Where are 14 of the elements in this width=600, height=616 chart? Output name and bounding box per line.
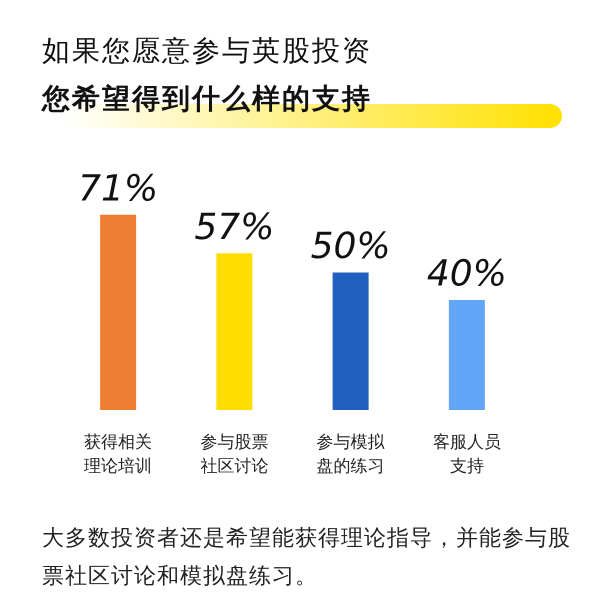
x-tick-label: 参与模拟盘的练习 [316, 432, 386, 476]
x-tick-label: 获得相关理论培训 [84, 432, 152, 476]
data-label: 50% [310, 226, 391, 267]
bar [448, 300, 485, 410]
x-tick-label: 客服人员支持 [432, 432, 501, 476]
text: 大多数投资者还是希望能获得理论指导，并能参与股票社区讨论和模拟盘练习。 [42, 525, 572, 591]
bar [100, 214, 136, 410]
bar [332, 272, 369, 410]
data-label: 57% [194, 206, 274, 248]
chart-title: 如果您愿意参与英股投资 [42, 33, 372, 69]
data-label: 40% [426, 254, 507, 294]
x-tick-label: 参与股票社区讨论 [200, 432, 268, 476]
data-label: 71% [78, 168, 158, 210]
bar [216, 253, 252, 410]
